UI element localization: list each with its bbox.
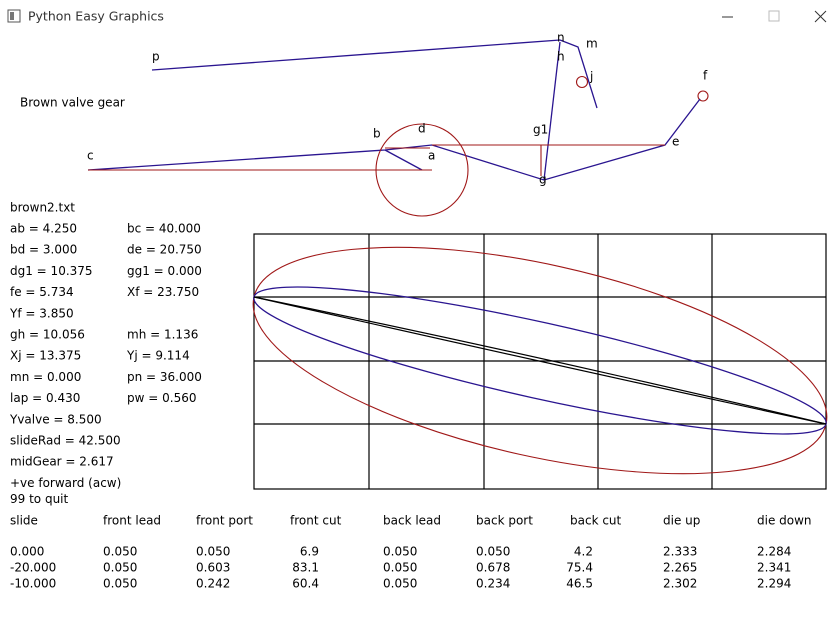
parameter: mh = 1.136 <box>127 328 198 342</box>
parameter: gh = 10.056 <box>10 328 85 342</box>
point-label: e <box>672 135 679 149</box>
column-header: back lead <box>383 514 441 528</box>
table-cell: -10.000 <box>10 577 56 591</box>
link-ba <box>384 149 423 171</box>
parameter: fe = 5.734 <box>10 285 74 299</box>
app-icon-detail <box>10 12 14 20</box>
point-label: g1 <box>533 123 548 137</box>
table-cell: 2.341 <box>757 561 791 575</box>
column-header: die down <box>757 514 812 528</box>
point-label: d <box>418 122 426 136</box>
table-cell: -20.000 <box>10 561 56 575</box>
table-cell: 75.4 <box>566 561 593 575</box>
table-cell: 0.000 <box>10 545 44 559</box>
table-cell: 2.284 <box>757 545 791 559</box>
link-pn <box>151 39 561 71</box>
table-cell: 0.050 <box>103 561 137 575</box>
parameter: bc = 40.000 <box>127 222 201 236</box>
parameter: slideRad = 42.500 <box>10 434 121 448</box>
column-header: front port <box>196 514 253 528</box>
black-curve <box>253 296 827 425</box>
table-cell: 0.050 <box>383 545 417 559</box>
point-label: j <box>589 70 593 84</box>
point-label: p <box>152 50 160 64</box>
table-cell: 4.2 <box>574 545 593 559</box>
point-label: a <box>428 149 435 163</box>
table-cell: 0.050 <box>476 545 510 559</box>
column-header: front cut <box>290 514 342 528</box>
parameter: mn = 0.000 <box>10 370 81 384</box>
diagram-caption: Brown valve gear <box>20 96 125 110</box>
app-icon <box>7 9 21 23</box>
parameter: midGear = 2.617 <box>10 455 114 469</box>
column-header: back port <box>476 514 533 528</box>
parameter: ab = 4.250 <box>10 222 77 236</box>
plot-grid <box>254 234 826 489</box>
table-cell: 0.603 <box>196 561 230 575</box>
table-cell: 0.050 <box>103 577 137 591</box>
link-hg <box>543 41 561 181</box>
table-cell: 2.302 <box>663 577 697 591</box>
parameter: lap = 0.430 <box>10 391 80 405</box>
parameter: bd = 3.000 <box>10 243 77 257</box>
pivot-f <box>697 90 709 102</box>
parameter: Yf = 3.850 <box>9 306 74 320</box>
parameter-list: brown2.txt ab = 4.250 bc = 40.000 bd = 3.00… <box>9 201 202 506</box>
parameter: de = 20.750 <box>127 243 202 257</box>
parameter: pn = 36.000 <box>127 370 202 384</box>
valve-plot <box>252 233 828 490</box>
parameter: gg1 = 0.000 <box>127 264 202 278</box>
parameter: Xj = 13.375 <box>10 349 81 363</box>
parameter: dg1 = 10.375 <box>10 264 93 278</box>
maximize-button[interactable] <box>768 10 780 22</box>
table-cell: 0.050 <box>196 545 230 559</box>
table-cell: 83.1 <box>292 561 319 575</box>
title-bar <box>0 0 836 32</box>
table-cell: 60.4 <box>292 577 319 591</box>
table-cell: 46.5 <box>566 577 593 591</box>
table-cell: 0.234 <box>476 577 510 591</box>
table-cell: 0.050 <box>103 545 137 559</box>
results-table: slide front lead front port front cut back l… <box>10 514 812 591</box>
point-label: b <box>373 127 381 141</box>
pivot-j <box>575 75 589 89</box>
point-label: n <box>557 31 565 45</box>
link-mj <box>559 39 598 109</box>
parameter: Yj = 9.114 <box>126 349 190 363</box>
column-header: front lead <box>103 514 161 528</box>
note: +ve forward (acw) <box>10 476 121 490</box>
column-header: back cut <box>570 514 622 528</box>
column-header: die up <box>663 514 700 528</box>
parameter: Xf = 23.750 <box>127 285 199 299</box>
file-name: brown2.txt <box>10 201 75 215</box>
table-cell: 0.050 <box>383 561 417 575</box>
window-title: Python Easy Graphics <box>28 9 164 24</box>
parameter: pw = 0.560 <box>127 391 196 405</box>
table-cell: 0.242 <box>196 577 230 591</box>
point-label: h <box>557 50 565 64</box>
parameter: Yvalve = 8.500 <box>9 412 102 426</box>
eccentric-circle <box>375 123 469 217</box>
blue-ellipse <box>253 286 827 435</box>
close-button[interactable] <box>814 10 827 23</box>
black-curve <box>253 296 827 425</box>
point-label: c <box>87 149 94 163</box>
valve-gear-diagram: Brown valve gear p n m h j f e g1 g b d … <box>20 31 709 217</box>
point-label: m <box>586 37 598 51</box>
note: 99 to quit <box>10 492 69 506</box>
table-cell: 2.265 <box>663 561 697 575</box>
table-cell: 0.678 <box>476 561 510 575</box>
table-cell: 2.294 <box>757 577 791 591</box>
point-label: f <box>703 69 708 83</box>
table-cell: 6.9 <box>300 545 319 559</box>
table-cell: 0.050 <box>383 577 417 591</box>
link-chain <box>87 98 701 181</box>
column-header: slide <box>10 514 38 528</box>
point-label: g <box>539 173 547 187</box>
table-cell: 2.333 <box>663 545 697 559</box>
